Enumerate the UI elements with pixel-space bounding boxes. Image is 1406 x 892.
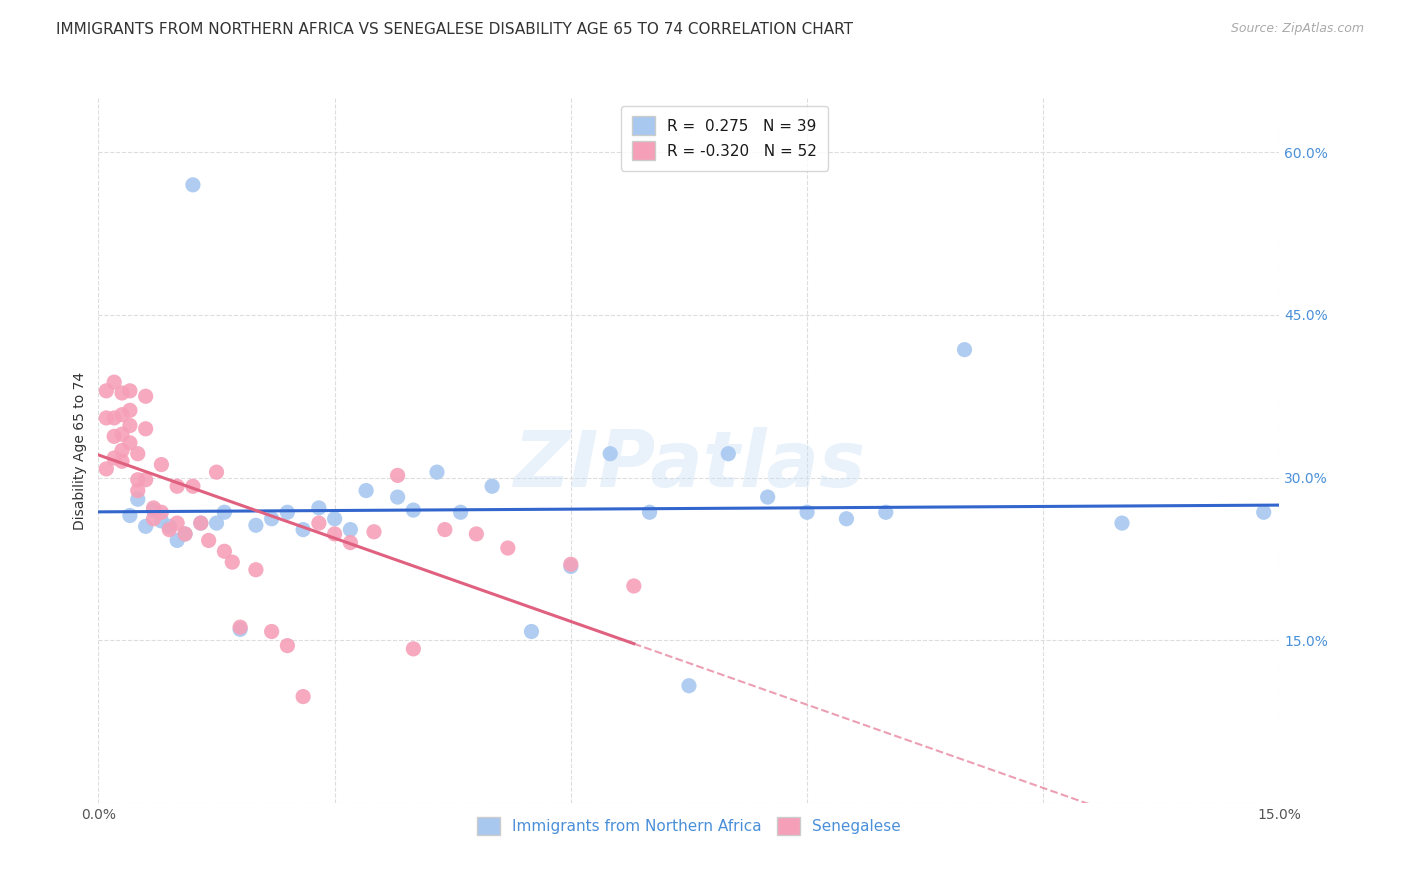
Point xyxy=(111,386,134,401)
Point xyxy=(308,516,330,530)
Point xyxy=(127,492,149,507)
Point xyxy=(875,505,897,519)
Point xyxy=(135,473,157,487)
Point xyxy=(103,451,125,466)
Point xyxy=(245,563,267,577)
Text: IMMIGRANTS FROM NORTHERN AFRICA VS SENEGALESE DISABILITY AGE 65 TO 74 CORRELATIO: IMMIGRANTS FROM NORTHERN AFRICA VS SENEG… xyxy=(56,22,853,37)
Point xyxy=(174,527,197,541)
Point xyxy=(181,479,204,493)
Point xyxy=(103,429,125,443)
Point xyxy=(387,490,409,504)
Point xyxy=(135,422,157,436)
Point xyxy=(835,512,858,526)
Point xyxy=(118,403,141,417)
Text: ZIPatlas: ZIPatlas xyxy=(513,426,865,502)
Point xyxy=(166,516,188,530)
Point xyxy=(157,523,180,537)
Point xyxy=(166,479,188,493)
Point xyxy=(103,375,125,389)
Point xyxy=(157,519,180,533)
Point xyxy=(96,462,118,476)
Point xyxy=(118,418,141,433)
Point xyxy=(260,512,283,526)
Point xyxy=(1111,516,1133,530)
Point xyxy=(142,500,165,515)
Point xyxy=(127,473,149,487)
Point xyxy=(323,527,346,541)
Point xyxy=(953,343,976,357)
Point xyxy=(142,503,165,517)
Point xyxy=(260,624,283,639)
Point xyxy=(150,458,173,472)
Point xyxy=(118,435,141,450)
Point xyxy=(276,505,298,519)
Text: Source: ZipAtlas.com: Source: ZipAtlas.com xyxy=(1230,22,1364,36)
Point xyxy=(245,518,267,533)
Point xyxy=(229,623,252,637)
Point xyxy=(142,512,165,526)
Point xyxy=(339,523,361,537)
Point xyxy=(623,579,645,593)
Point xyxy=(111,454,134,468)
Point xyxy=(118,508,141,523)
Point xyxy=(135,389,157,403)
Point xyxy=(214,505,236,519)
Point xyxy=(229,620,252,634)
Point xyxy=(402,641,425,656)
Point xyxy=(127,447,149,461)
Point xyxy=(135,519,157,533)
Point xyxy=(111,443,134,458)
Point xyxy=(308,500,330,515)
Point xyxy=(433,523,456,537)
Point xyxy=(166,533,188,548)
Point xyxy=(481,479,503,493)
Point xyxy=(190,516,212,530)
Y-axis label: Disability Age 65 to 74: Disability Age 65 to 74 xyxy=(73,371,87,530)
Point xyxy=(599,447,621,461)
Point xyxy=(465,527,488,541)
Point xyxy=(323,512,346,526)
Point xyxy=(638,505,661,519)
Point xyxy=(190,516,212,530)
Point xyxy=(181,178,204,192)
Point xyxy=(387,468,409,483)
Point xyxy=(1253,505,1275,519)
Point xyxy=(450,505,472,519)
Point xyxy=(96,411,118,425)
Point xyxy=(197,533,219,548)
Point xyxy=(426,465,449,479)
Point xyxy=(150,505,173,519)
Point xyxy=(276,639,298,653)
Point xyxy=(354,483,377,498)
Point xyxy=(560,559,582,574)
Point xyxy=(363,524,385,539)
Point xyxy=(292,690,315,704)
Point xyxy=(150,514,173,528)
Point xyxy=(205,465,228,479)
Point xyxy=(339,535,361,549)
Point xyxy=(402,503,425,517)
Point xyxy=(717,447,740,461)
Point xyxy=(103,411,125,425)
Point xyxy=(221,555,243,569)
Point xyxy=(520,624,543,639)
Point xyxy=(496,541,519,555)
Point xyxy=(111,427,134,442)
Point xyxy=(111,408,134,422)
Point xyxy=(127,483,149,498)
Point xyxy=(96,384,118,398)
Point xyxy=(174,527,197,541)
Point xyxy=(292,523,315,537)
Point xyxy=(205,516,228,530)
Point xyxy=(214,544,236,558)
Point xyxy=(796,505,818,519)
Legend: Immigrants from Northern Africa, Senegalese: Immigrants from Northern Africa, Senegal… xyxy=(468,807,910,845)
Point xyxy=(560,558,582,572)
Point xyxy=(678,679,700,693)
Point xyxy=(118,384,141,398)
Point xyxy=(756,490,779,504)
